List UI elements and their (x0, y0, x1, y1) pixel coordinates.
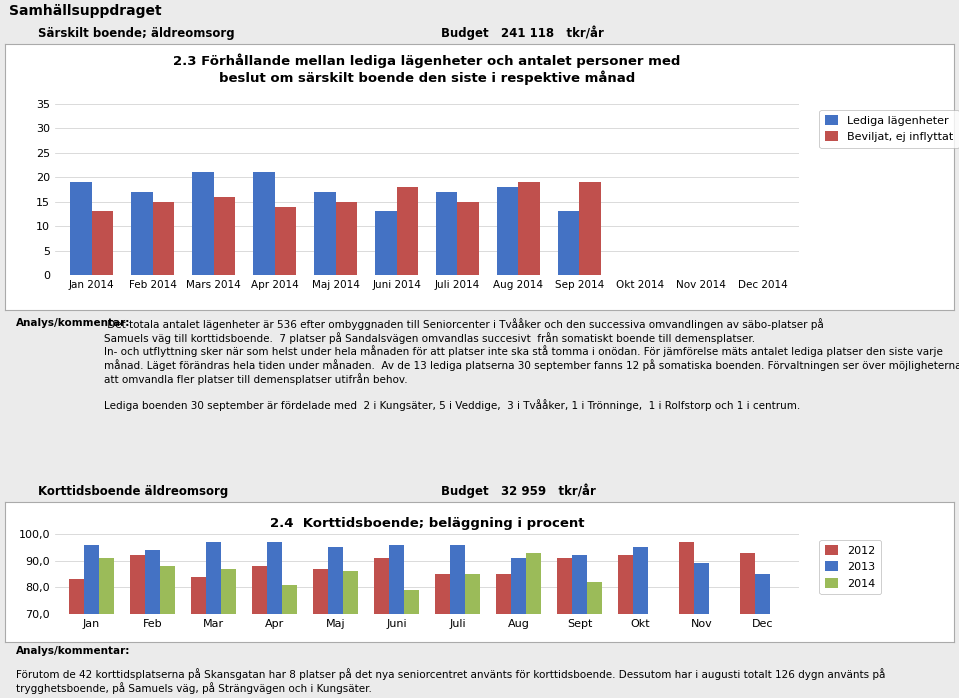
Bar (618, 556, 633, 698)
Bar (152, 202, 174, 275)
Bar (251, 566, 267, 698)
Bar (434, 574, 450, 698)
Bar (526, 553, 541, 698)
Bar (679, 542, 693, 698)
Bar (191, 577, 206, 698)
Text: Särskilt boende; äldreomsorg: Särskilt boende; äldreomsorg (38, 27, 235, 40)
Bar (92, 211, 113, 275)
Title: 2.3 Förhållande mellan lediga lägenheter och antalet personer med
beslut om särs: 2.3 Förhållande mellan lediga lägenheter… (174, 54, 681, 85)
Bar (519, 182, 540, 275)
Text: Budget   32 959   tkr/år: Budget 32 959 tkr/år (441, 484, 596, 498)
Bar (465, 574, 480, 698)
Bar (587, 582, 602, 698)
Bar (253, 172, 274, 275)
Text: Förutom de 42 korttidsplatserna på Skansgatan har 8 platser på det nya seniorcen: Förutom de 42 korttidsplatserna på Skans… (16, 668, 886, 694)
Bar (336, 202, 357, 275)
Bar (558, 211, 579, 275)
Bar (457, 202, 479, 275)
Bar (497, 187, 519, 275)
Bar (99, 558, 114, 698)
Text: Det totala antalet lägenheter är 536 efter ombyggnaden till Seniorcenter i Tvååk: Det totala antalet lägenheter är 536 eft… (104, 318, 959, 410)
Text: Analys/kommentar:: Analys/kommentar: (16, 646, 130, 655)
Bar (739, 553, 755, 698)
Bar (145, 550, 160, 698)
Bar (315, 192, 336, 275)
Bar (404, 590, 419, 698)
Bar (131, 192, 152, 275)
Bar (129, 556, 145, 698)
Bar (313, 569, 328, 698)
Bar (214, 197, 235, 275)
Bar (69, 579, 84, 698)
Bar (343, 572, 359, 698)
Bar (556, 558, 572, 698)
Legend: Lediga lägenheter, Beviljat, ej inflyttat: Lediga lägenheter, Beviljat, ej inflytta… (819, 110, 959, 148)
Bar (579, 182, 600, 275)
Bar (70, 182, 92, 275)
Legend: 2012, 2013, 2014: 2012, 2013, 2014 (819, 540, 881, 594)
Text: Analys/kommentar:: Analys/kommentar: (16, 318, 130, 328)
Bar (222, 569, 237, 698)
Bar (436, 192, 457, 275)
Bar (160, 566, 175, 698)
Bar (496, 574, 511, 698)
Bar (328, 547, 343, 698)
Bar (633, 547, 648, 698)
Bar (374, 558, 389, 698)
Bar (693, 563, 709, 698)
Text: Budget   241 118   tkr/år: Budget 241 118 tkr/år (441, 26, 604, 40)
Bar (274, 207, 296, 275)
Bar (511, 558, 526, 698)
Bar (192, 172, 214, 275)
Title: 2.4  Korttidsboende; beläggning i procent: 2.4 Korttidsboende; beläggning i procent (269, 517, 584, 530)
Bar (375, 211, 396, 275)
Bar (396, 187, 418, 275)
Text: Samhällsuppdraget: Samhällsuppdraget (9, 4, 161, 18)
Bar (572, 556, 587, 698)
Bar (282, 585, 297, 698)
Bar (206, 542, 222, 698)
Bar (755, 574, 770, 698)
Bar (450, 544, 465, 698)
Bar (267, 542, 282, 698)
Bar (84, 544, 99, 698)
Text: Korttidsboende äldreomsorg: Korttidsboende äldreomsorg (38, 484, 228, 498)
Bar (389, 544, 404, 698)
